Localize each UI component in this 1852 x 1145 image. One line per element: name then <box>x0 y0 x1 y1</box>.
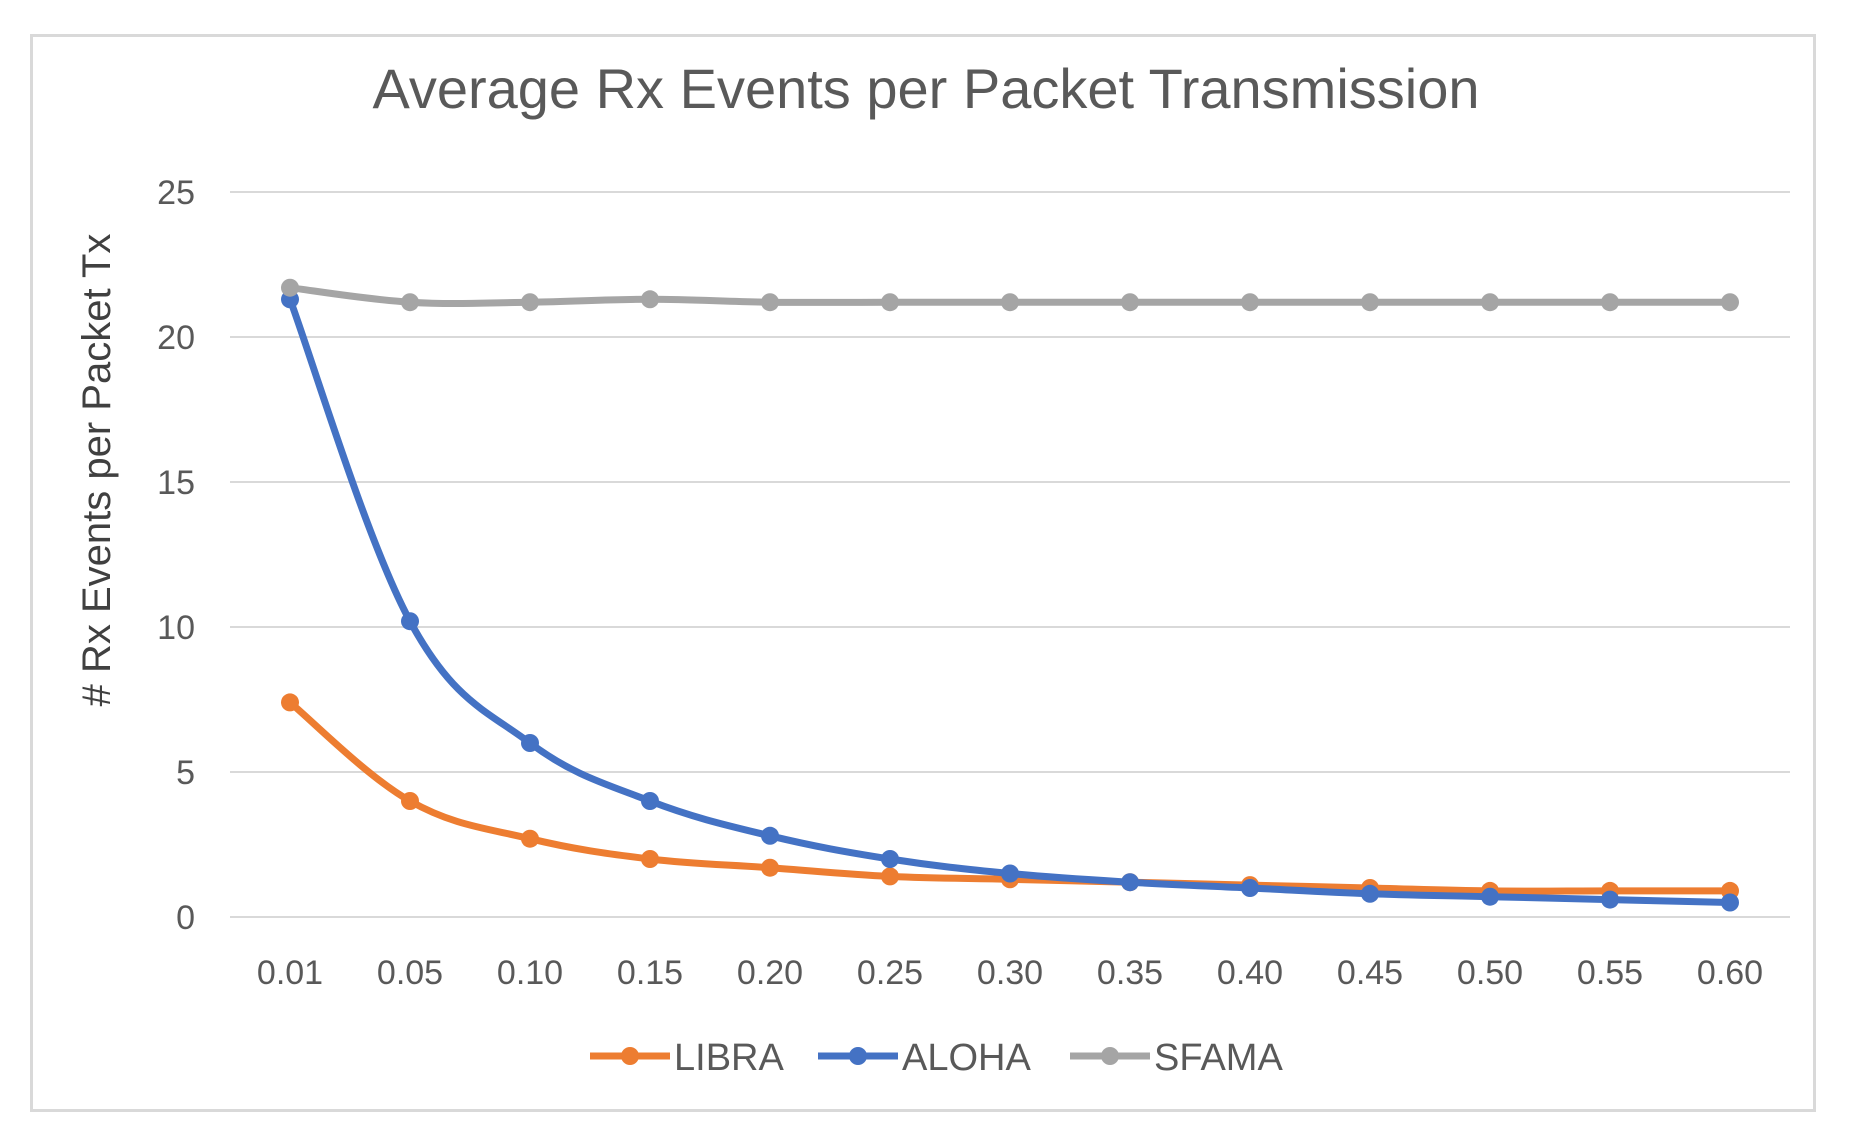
data-point-aloha-0.15 <box>641 792 659 810</box>
x-tick-label: 0.30 <box>977 954 1043 992</box>
data-point-libra-0.05 <box>401 792 419 810</box>
x-tick-label: 0.10 <box>497 954 563 992</box>
y-tick-label: 15 <box>157 464 195 502</box>
data-point-sfama-0.55 <box>1601 293 1619 312</box>
data-point-libra-0.20 <box>761 858 779 877</box>
data-point-aloha-0.50 <box>1481 887 1499 906</box>
series-line-aloha <box>286 295 1734 906</box>
x-tick-label: 0.15 <box>617 954 683 992</box>
series-group <box>281 278 1739 912</box>
y-tick-label: 0 <box>176 899 195 937</box>
x-tick-label: 0.25 <box>857 954 923 992</box>
chart-title: Average Rx Events per Packet Transmissio… <box>372 57 1479 120</box>
data-point-aloha-0.60 <box>1721 893 1739 912</box>
legend-swatch-marker <box>1101 1047 1119 1065</box>
x-tick-label: 0.55 <box>1577 954 1643 992</box>
chart-frame <box>30 34 1816 1112</box>
x-tick-label: 0.01 <box>257 954 323 992</box>
data-point-sfama-0.25 <box>881 293 899 312</box>
y-tick-label: 10 <box>157 609 195 647</box>
legend-item-libra: LIBRA <box>590 1037 784 1079</box>
legend: LIBRA ALOHA SFAMA <box>590 1037 1283 1079</box>
data-point-aloha-0.20 <box>761 826 779 845</box>
data-point-libra-0.25 <box>881 867 899 886</box>
data-point-aloha-0.35 <box>1121 873 1139 892</box>
legend-swatch-marker <box>621 1047 639 1065</box>
data-point-sfama-0.05 <box>401 293 419 312</box>
legend-label: LIBRA <box>674 1037 784 1079</box>
data-point-sfama-0.45 <box>1361 293 1379 312</box>
data-point-aloha-0.25 <box>881 850 899 868</box>
legend-swatch-marker <box>849 1047 867 1065</box>
y-tick-label: 25 <box>157 174 195 212</box>
series-line-libra <box>286 698 1734 895</box>
x-tick-label: 0.20 <box>737 954 803 992</box>
x-tick-label: 0.05 <box>377 954 443 992</box>
gridlines <box>230 191 1790 918</box>
data-point-libra-0.15 <box>641 850 659 868</box>
data-point-aloha-0.45 <box>1361 884 1379 903</box>
x-axis-ticks: 0.01 0.05 0.10 0.15 0.20 0.25 0.30 0.35 0.40 0.45… <box>257 954 1763 992</box>
data-point-aloha-0.40 <box>1241 879 1259 897</box>
y-tick-label: 5 <box>176 754 195 792</box>
data-point-sfama-0.15 <box>641 290 659 309</box>
data-point-libra-0.01 <box>281 693 299 712</box>
legend-item-aloha: ALOHA <box>818 1037 1031 1079</box>
data-point-aloha-0.55 <box>1601 890 1619 909</box>
data-point-sfama-0.01 <box>281 278 299 297</box>
x-tick-label: 0.40 <box>1217 954 1283 992</box>
data-point-libra-0.10 <box>521 829 539 848</box>
series-sfama <box>281 278 1739 312</box>
data-point-sfama-0.50 <box>1481 293 1499 312</box>
data-point-aloha-0.05 <box>401 612 419 631</box>
x-tick-label: 0.35 <box>1097 954 1163 992</box>
legend-label: SFAMA <box>1154 1037 1283 1079</box>
data-point-sfama-0.40 <box>1241 293 1259 312</box>
legend-label: ALOHA <box>902 1037 1031 1079</box>
legend-item-sfama: SFAMA <box>1070 1037 1283 1079</box>
data-point-aloha-0.10 <box>521 734 539 752</box>
x-tick-label: 0.45 <box>1337 954 1403 992</box>
x-tick-label: 0.60 <box>1697 954 1763 992</box>
data-point-sfama-0.35 <box>1121 293 1139 312</box>
y-tick-label: 20 <box>157 319 195 357</box>
data-point-sfama-0.10 <box>521 293 539 312</box>
data-point-sfama-0.30 <box>1001 293 1019 312</box>
data-point-sfama-0.20 <box>761 293 779 312</box>
y-axis-label: # Rx Events per Packet Tx <box>75 234 119 707</box>
y-axis-ticks: 0 5 10 15 20 25 <box>157 174 195 937</box>
data-point-sfama-0.60 <box>1721 293 1739 312</box>
x-tick-label: 0.50 <box>1457 954 1523 992</box>
series-aloha <box>281 290 1739 912</box>
data-point-aloha-0.30 <box>1001 864 1019 883</box>
